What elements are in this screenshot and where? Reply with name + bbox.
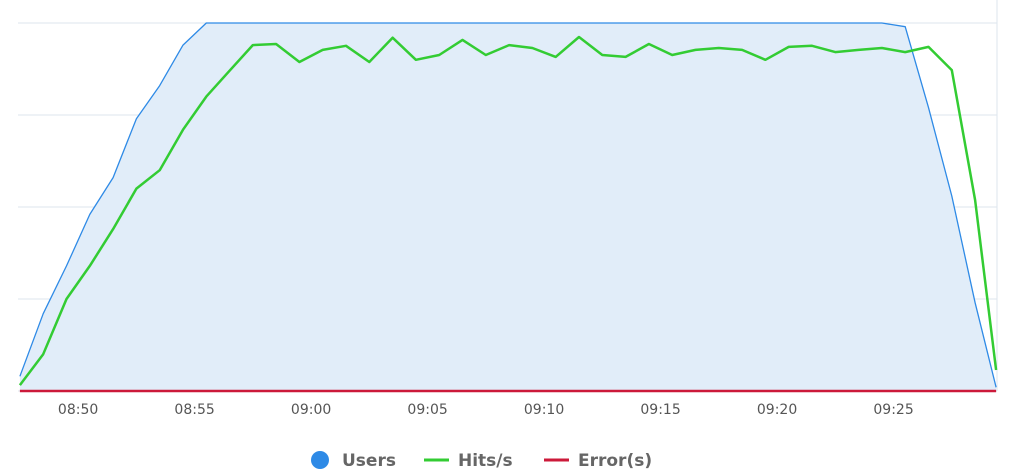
x-tick-label: 09:20 (757, 402, 797, 418)
legend-label: Hits/s (458, 451, 513, 471)
x-tick-label: 09:00 (291, 402, 331, 418)
series-line (19, 22, 997, 388)
x-tick-label: 08:55 (174, 402, 214, 418)
x-tick-label: 09:15 (640, 402, 680, 418)
x-tick-label: 09:10 (524, 402, 564, 418)
series-area (19, 23, 997, 391)
legend-marker (311, 451, 329, 469)
series-line (18, 35, 998, 386)
legend-label: Users (342, 451, 396, 471)
x-tick-label: 09:05 (407, 402, 447, 418)
x-tick-label: 09:25 (873, 402, 913, 418)
legend-label: Error(s) (578, 451, 652, 471)
x-tick-label: 08:50 (58, 402, 98, 418)
